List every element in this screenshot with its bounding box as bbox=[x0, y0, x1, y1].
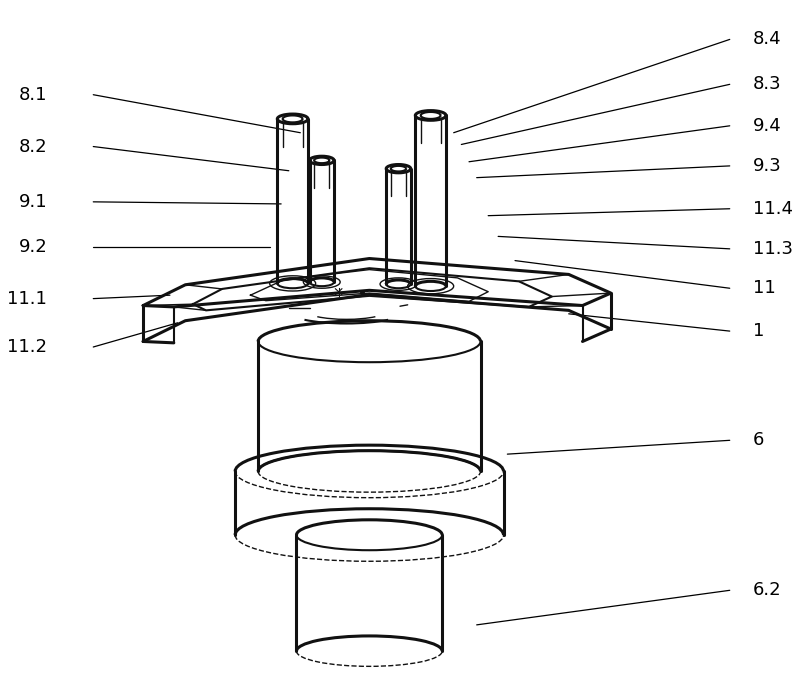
Text: 6.2: 6.2 bbox=[753, 582, 782, 600]
Text: 8.3: 8.3 bbox=[753, 76, 782, 93]
Text: 8.4: 8.4 bbox=[753, 31, 782, 49]
Text: 8.2: 8.2 bbox=[18, 137, 47, 155]
Text: 11.1: 11.1 bbox=[7, 289, 47, 307]
Text: 9.3: 9.3 bbox=[753, 157, 782, 175]
Text: 1: 1 bbox=[753, 322, 764, 340]
Text: 6: 6 bbox=[753, 431, 764, 449]
Text: 11.4: 11.4 bbox=[753, 200, 793, 218]
Text: 11.3: 11.3 bbox=[753, 240, 793, 258]
Text: 8.1: 8.1 bbox=[18, 85, 47, 103]
Text: 9.2: 9.2 bbox=[18, 238, 47, 256]
Text: 9.1: 9.1 bbox=[18, 193, 47, 211]
Text: 9.4: 9.4 bbox=[753, 117, 782, 135]
Text: 11: 11 bbox=[753, 279, 775, 297]
Text: 11.2: 11.2 bbox=[7, 338, 47, 356]
